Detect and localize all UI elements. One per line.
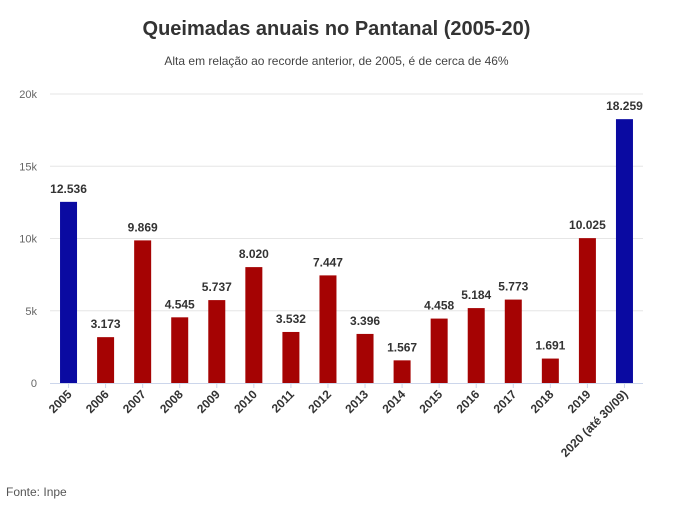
bar-2015 xyxy=(430,318,448,383)
data-label: 10.025 xyxy=(569,218,606,232)
y-tick-label: 15k xyxy=(19,161,37,173)
bar-2018 xyxy=(541,358,559,383)
data-label: 7.447 xyxy=(313,255,343,269)
x-axis: 2005 2006 2007 2008 2009 2010 2011 2012 2013 2014… xyxy=(46,383,643,460)
data-label: 12.536 xyxy=(50,182,87,196)
y-tick-label: 20k xyxy=(19,89,37,101)
bar-2019 xyxy=(578,238,596,383)
data-label: 9.869 xyxy=(128,220,158,234)
y-tick-label: 10k xyxy=(19,234,37,246)
data-label: 5.184 xyxy=(461,288,491,302)
x-tick-label: 2015 xyxy=(416,387,445,416)
data-label: 8.020 xyxy=(239,247,269,261)
data-label: 4.458 xyxy=(424,299,454,313)
bars xyxy=(60,119,633,384)
bar-2016 xyxy=(467,308,485,383)
x-tick-label: 2009 xyxy=(194,387,223,416)
x-tick-label: 2018 xyxy=(528,387,557,416)
bar-2013 xyxy=(356,333,374,383)
data-label: 1.567 xyxy=(387,340,417,354)
bar-2009 xyxy=(208,300,226,383)
x-tick-label: 2017 xyxy=(491,387,520,416)
bar-2017 xyxy=(504,299,522,383)
x-tick-label: 2012 xyxy=(305,387,334,416)
chart-title: Queimadas anuais no Pantanal (2005-20) xyxy=(142,18,531,40)
bar-2008 xyxy=(171,317,189,383)
data-label: 4.545 xyxy=(165,297,195,311)
source-note: Fonte: Inpe xyxy=(6,485,67,499)
data-label: 3.173 xyxy=(91,317,121,331)
x-tick-label: 2013 xyxy=(342,387,371,416)
y-tick-label: 5k xyxy=(25,306,37,318)
x-tick-label: 2019 xyxy=(565,387,594,416)
bar-2005 xyxy=(60,201,78,383)
x-tick-label: 2006 xyxy=(83,387,112,416)
bar-2011 xyxy=(282,331,300,383)
bar-2012 xyxy=(319,275,337,383)
chart-subtitle: Alta em relação ao recorde anterior, de … xyxy=(164,54,509,68)
bar-chart: 0 5k 10k 15k 20k 12.536 3.173 9.869 4.545 5.737 8… xyxy=(19,89,643,460)
data-label: 3.532 xyxy=(276,312,306,326)
data-label: 1.691 xyxy=(535,339,565,353)
data-label: 18.259 xyxy=(606,99,643,113)
x-tick-label: 2011 xyxy=(269,387,298,416)
data-label: 5.737 xyxy=(202,280,232,294)
x-tick-label: 2010 xyxy=(231,387,260,416)
bar-2020 xyxy=(615,119,633,384)
bar-2014 xyxy=(393,360,411,383)
x-tick-label: 2020 (até 30/09) xyxy=(558,387,631,460)
y-tick-label: 0 xyxy=(31,378,37,390)
x-tick-label: 2016 xyxy=(454,387,483,416)
data-labels: 12.536 3.173 9.869 4.545 5.737 8.020 3.532 7.44… xyxy=(50,99,643,354)
x-tick-label: 2007 xyxy=(120,387,149,416)
x-tick-label: 2005 xyxy=(46,387,75,416)
y-axis: 0 5k 10k 15k 20k xyxy=(19,89,37,390)
bar-2006 xyxy=(97,337,115,383)
bar-2007 xyxy=(134,240,152,383)
data-label: 5.773 xyxy=(498,280,528,294)
x-tick-label: 2014 xyxy=(379,387,408,416)
x-tick-label: 2008 xyxy=(157,387,186,416)
bar-2010 xyxy=(245,267,263,383)
data-label: 3.396 xyxy=(350,314,380,328)
